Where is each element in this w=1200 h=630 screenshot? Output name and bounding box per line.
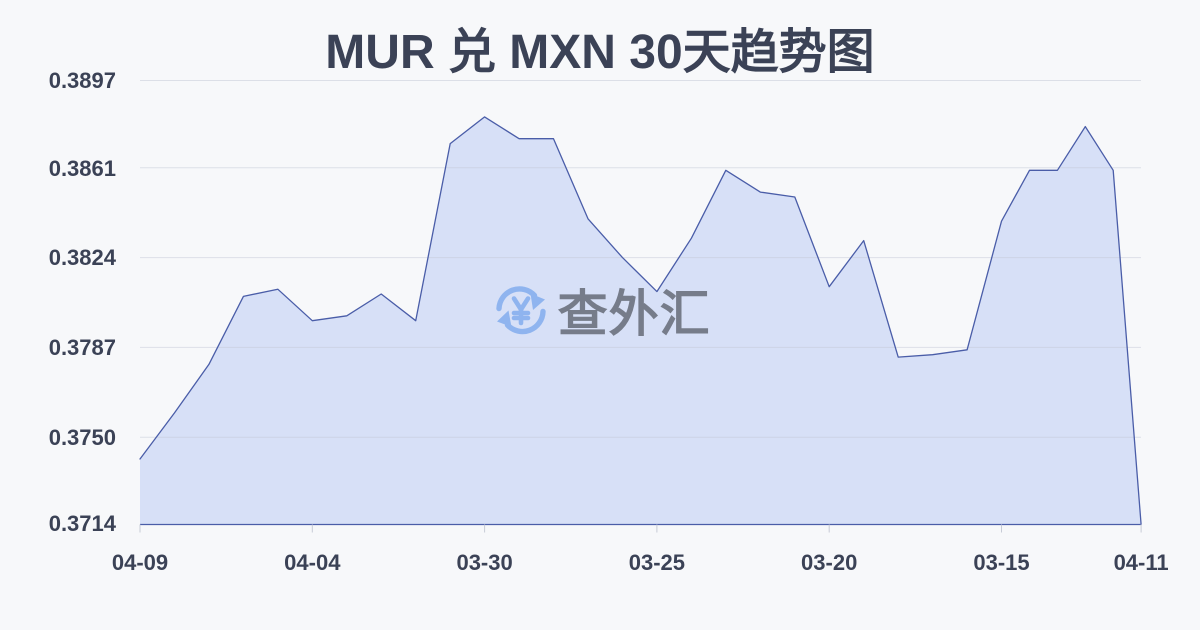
svg-text:0.3787: 0.3787 <box>49 335 116 360</box>
svg-text:04-11: 04-11 <box>1114 550 1169 575</box>
svg-text:04-09: 04-09 <box>112 550 168 575</box>
svg-text:03-25: 03-25 <box>629 550 685 575</box>
svg-text:03-15: 03-15 <box>973 550 1029 575</box>
svg-text:04-04: 04-04 <box>284 550 341 575</box>
svg-text:03-30: 03-30 <box>456 550 512 575</box>
svg-text:0.3750: 0.3750 <box>49 425 116 450</box>
svg-text:0.3714: 0.3714 <box>49 511 117 536</box>
svg-text:0.3824: 0.3824 <box>49 245 117 270</box>
svg-text:03-20: 03-20 <box>801 550 857 575</box>
svg-text:0.3861: 0.3861 <box>49 156 116 181</box>
